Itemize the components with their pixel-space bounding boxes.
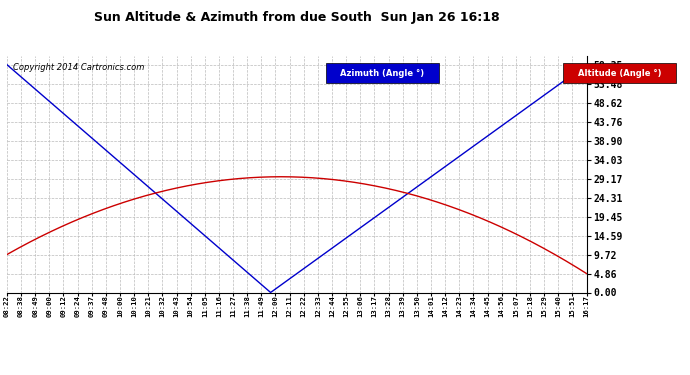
Text: Sun Altitude & Azimuth from due South  Sun Jan 26 16:18: Sun Altitude & Azimuth from due South Su…	[94, 11, 500, 24]
FancyBboxPatch shape	[563, 63, 676, 83]
Text: Copyright 2014 Cartronics.com: Copyright 2014 Cartronics.com	[12, 63, 144, 72]
Text: Azimuth (Angle °): Azimuth (Angle °)	[340, 69, 424, 78]
Text: Altitude (Angle °): Altitude (Angle °)	[578, 69, 661, 78]
FancyBboxPatch shape	[326, 63, 439, 83]
